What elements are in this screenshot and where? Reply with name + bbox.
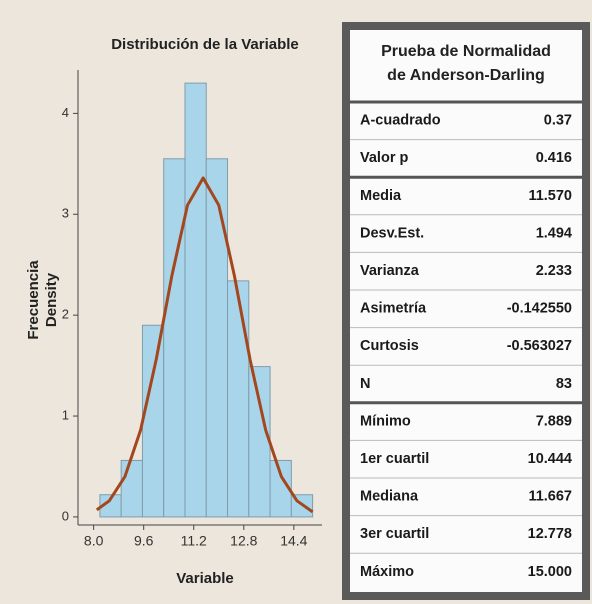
- bar: [141, 324, 165, 518]
- chart-title: Distribución de la Variable: [111, 36, 299, 53]
- stat-name: Media: [360, 188, 402, 204]
- stat-value: 0.416: [536, 150, 572, 166]
- stat-name: Varianza: [360, 263, 420, 279]
- bar: [120, 459, 143, 518]
- stat-name: Mínimo: [360, 413, 411, 429]
- y-tick-label: 4: [62, 105, 69, 120]
- x-tick-label: 12.8: [230, 533, 257, 549]
- y-tick-label: 0: [62, 508, 69, 523]
- stat-value: 7.889: [536, 413, 572, 429]
- bar: [227, 280, 250, 518]
- y-axis-label: Frecuencia: [25, 260, 42, 340]
- stat-value: 15.000: [528, 564, 572, 580]
- stat-value: 2.233: [536, 263, 572, 279]
- stat-name: 3er cuartil: [360, 526, 429, 542]
- stat-name: 1er cuartil: [360, 451, 429, 467]
- stat-name: Mediana: [360, 489, 419, 505]
- stat-value: 10.444: [528, 451, 572, 467]
- x-tick-label: 9.6: [134, 533, 154, 549]
- density-curve: [95, 176, 314, 514]
- y-axis-label: Density: [43, 272, 60, 327]
- bar: [248, 366, 271, 518]
- stat-value: 11.667: [528, 489, 572, 505]
- stat-value: 83: [556, 376, 572, 392]
- y-tick-label: 3: [62, 206, 69, 221]
- bar: [205, 158, 229, 518]
- table-title: Prueba de Normalidad: [381, 43, 551, 60]
- table-title: de Anderson-Darling: [387, 67, 545, 84]
- stat-value: -0.563027: [507, 338, 572, 354]
- x-tick-label: 14.4: [280, 533, 307, 549]
- stat-value: 11.570: [528, 188, 572, 204]
- stat-name: Curtosis: [360, 338, 419, 354]
- y-tick-label: 1: [62, 407, 69, 422]
- x-tick-label: 11.2: [181, 533, 207, 549]
- stat-name: Valor p: [360, 150, 408, 166]
- stat-value: -0.142550: [507, 301, 572, 317]
- stat-value: 12.778: [528, 526, 572, 542]
- y-tick-label: 2: [62, 307, 69, 322]
- stat-name: Asimetría: [360, 301, 427, 317]
- stat-name: Máximo: [360, 564, 414, 580]
- stat-name: A-cuadrado: [360, 113, 441, 129]
- stat-value: 1.494: [536, 225, 572, 241]
- bar: [163, 158, 186, 518]
- bar: [269, 459, 292, 518]
- x-tick-label: 8.0: [84, 533, 104, 549]
- table-body: [350, 30, 582, 592]
- stat-name: Desv.Est.: [360, 225, 424, 241]
- x-axis-label: Variable: [176, 570, 234, 587]
- bar: [184, 82, 207, 518]
- stat-name: N: [360, 376, 370, 392]
- stat-value: 0.37: [544, 113, 572, 129]
